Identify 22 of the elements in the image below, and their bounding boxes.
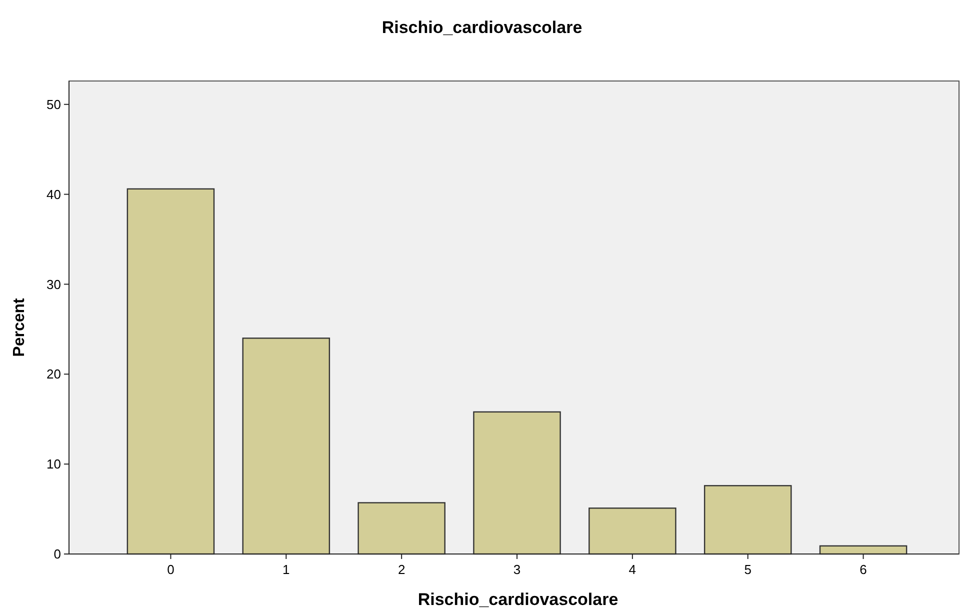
x-tick-label: 5 bbox=[744, 562, 752, 577]
x-tick-label: 2 bbox=[398, 562, 406, 577]
bar bbox=[704, 485, 792, 555]
x-tick-label: 3 bbox=[513, 562, 521, 577]
bar bbox=[358, 502, 446, 555]
x-tick-label: 6 bbox=[860, 562, 867, 577]
y-tick-label: 50 bbox=[46, 96, 61, 112]
y-tick-label: 0 bbox=[54, 546, 61, 562]
bar bbox=[242, 338, 330, 555]
y-tick-label: 30 bbox=[46, 276, 61, 292]
bar bbox=[588, 508, 676, 555]
x-tick-label: 1 bbox=[282, 562, 290, 577]
y-tick-label: 40 bbox=[46, 186, 61, 202]
x-tick-label: 4 bbox=[628, 562, 636, 577]
x-tick-label: 0 bbox=[167, 562, 174, 577]
y-tick-label: 10 bbox=[46, 456, 61, 472]
x-axis-title: Rischio_cardiovascolare bbox=[418, 590, 618, 609]
y-tick-label: 20 bbox=[46, 366, 61, 382]
bar bbox=[473, 411, 561, 555]
bar bbox=[126, 188, 215, 555]
chart-title: Rischio_cardiovascolare bbox=[382, 18, 582, 37]
y-axis-title: Percent bbox=[11, 297, 28, 357]
